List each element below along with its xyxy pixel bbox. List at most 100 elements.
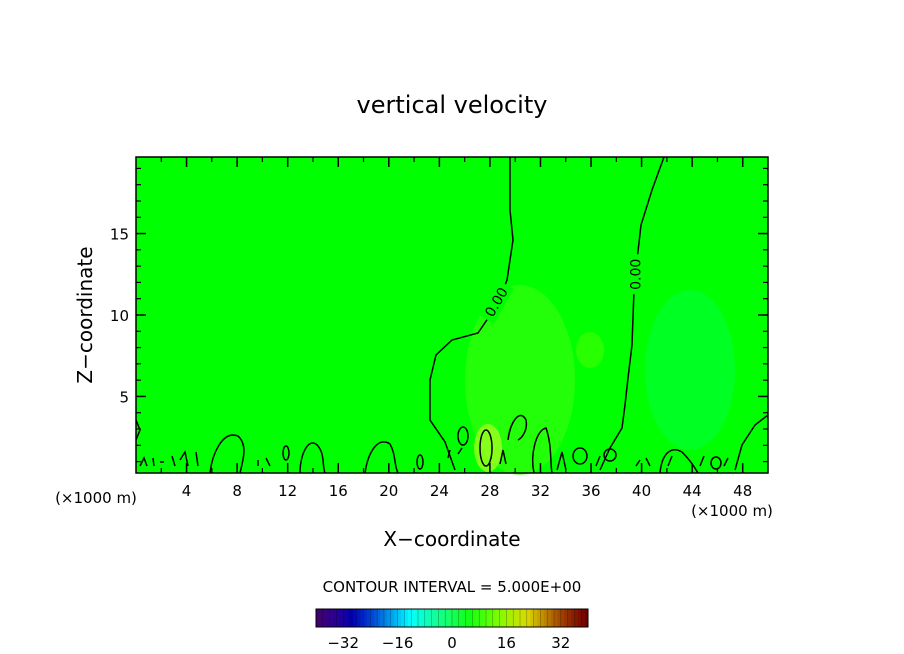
colorbar-swatch <box>356 609 361 627</box>
colorbar-swatch <box>350 609 354 627</box>
contour-line <box>659 449 699 474</box>
colorbar-swatch <box>472 609 477 627</box>
colorbar-swatch <box>482 609 487 627</box>
contour-label-bg <box>478 280 515 324</box>
colorbar-swatch <box>581 609 585 627</box>
x-tick-label: 24 <box>430 482 449 500</box>
colorbar-swatch <box>509 609 514 627</box>
x-tick-label: 28 <box>480 482 499 500</box>
colorbar-swatch <box>533 609 538 627</box>
colorbar-tick-label: −32 <box>327 634 359 652</box>
colorbar-swatch <box>407 609 412 627</box>
colorbar-swatch <box>557 609 562 627</box>
colorbar-swatch <box>567 609 572 627</box>
contour-line <box>599 156 665 471</box>
y-tick-label: 10 <box>110 307 129 325</box>
contour-line <box>734 414 769 471</box>
x-axis-label: X−coordinate <box>383 527 520 551</box>
colorbar-swatch <box>373 609 378 627</box>
colorbar-swatch <box>401 609 405 627</box>
contour-line <box>507 414 528 441</box>
colorbar-swatch <box>353 609 358 627</box>
x-tick-label: 48 <box>733 482 752 500</box>
chart-title: vertical velocity <box>357 91 548 119</box>
x-tick-label: 20 <box>379 482 398 500</box>
colorbar-swatch <box>404 609 409 627</box>
colorbar-swatch <box>370 609 375 627</box>
colorbar-swatch <box>462 609 466 627</box>
colorbar-swatch <box>333 609 337 627</box>
x-axis-unit: (×1000 m) <box>691 502 773 520</box>
contour-loop <box>572 447 588 465</box>
contour-line <box>299 442 326 474</box>
colorbar-swatch <box>465 609 470 627</box>
colorbar-swatch <box>554 609 558 627</box>
colorbar-frame <box>315 608 589 628</box>
colorbar-swatch <box>384 609 388 627</box>
colorbar-swatch <box>503 609 507 627</box>
colorbar-swatch <box>424 609 429 627</box>
x-tick-label: 40 <box>632 482 651 500</box>
contour-line <box>532 427 553 474</box>
x-tick-label: 4 <box>182 482 192 500</box>
colorbar-swatch <box>584 609 589 627</box>
colorbar-swatch <box>441 609 446 627</box>
heatmap-field <box>136 157 768 473</box>
colorbar-tick-label: 16 <box>497 634 516 652</box>
contour-line <box>209 434 245 474</box>
contour-line <box>364 441 399 474</box>
colorbar-swatch <box>380 609 385 627</box>
colorbar-swatch <box>418 609 422 627</box>
colorbar-swatch <box>448 609 453 627</box>
colorbar-swatch <box>523 609 528 627</box>
colorbar-tick-label: 32 <box>551 634 570 652</box>
colorbar-swatch <box>520 609 524 627</box>
colorbar-swatch <box>319 609 324 627</box>
colorbar-swatch <box>475 609 480 627</box>
y-axis-label: Z−coordinate <box>73 246 97 383</box>
contour-loop <box>457 426 469 446</box>
colorbar-swatch <box>377 609 381 627</box>
colorbar-swatch <box>438 609 443 627</box>
y-tick-label: 15 <box>110 226 129 244</box>
colorbar-swatch <box>428 609 432 627</box>
colorbar-swatch <box>574 609 579 627</box>
colorbar-swatch <box>564 609 568 627</box>
x-tick-label: 16 <box>329 482 348 500</box>
colorbar-swatch <box>411 609 415 627</box>
colorbar-swatch <box>316 609 320 627</box>
contour-loop <box>479 429 493 467</box>
colorbar-swatch <box>339 609 344 627</box>
colorbar-swatch <box>343 609 347 627</box>
colorbar-swatch <box>445 609 449 627</box>
colorbar-swatch <box>513 609 517 627</box>
colorbar-swatch <box>336 609 341 627</box>
contour-loop <box>282 445 290 461</box>
x-tick-label: 32 <box>531 482 550 500</box>
colorbar-swatch <box>360 609 364 627</box>
x-tick-label: 44 <box>683 482 702 500</box>
colorbar-swatch <box>571 609 575 627</box>
colorbar-swatch <box>560 609 565 627</box>
x-tick-label: 12 <box>278 482 297 500</box>
colorbar-swatch <box>394 609 398 627</box>
y-axis-unit: (×1000 m) <box>55 489 137 507</box>
x-tick-label: 36 <box>581 482 600 500</box>
contour-line <box>429 157 514 471</box>
colorbar-swatch <box>516 609 521 627</box>
colorbar-swatch <box>390 609 395 627</box>
contour-loop <box>710 456 722 470</box>
contour-line <box>139 447 729 471</box>
colorbar-swatch <box>499 609 504 627</box>
colorbar-swatch <box>346 609 351 627</box>
colorbar-swatch <box>469 609 473 627</box>
colorbar-tick-label: −16 <box>382 634 414 652</box>
colorbar-swatch <box>431 609 436 627</box>
contour-loop <box>603 448 617 462</box>
colorbar-tick-label: 0 <box>447 634 457 652</box>
colorbar-swatch <box>486 609 490 627</box>
y-tick-label: 5 <box>119 388 129 406</box>
colorbar-swatch <box>397 609 402 627</box>
colorbar-swatch <box>489 609 494 627</box>
colorbar-swatch <box>550 609 555 627</box>
